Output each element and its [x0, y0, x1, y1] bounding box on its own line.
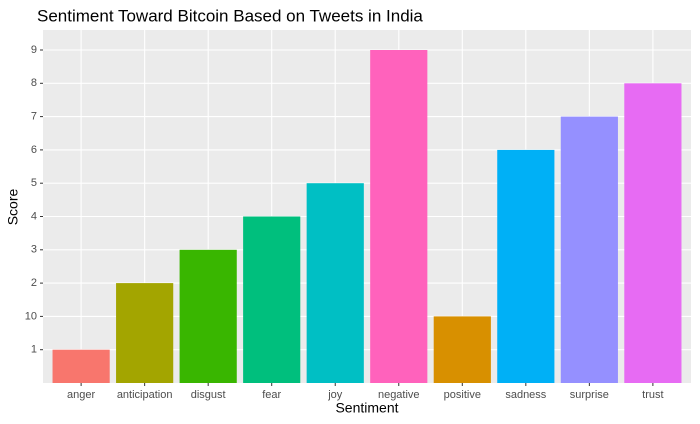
x-tick-label: disgust [191, 389, 226, 401]
bar [433, 316, 491, 383]
bar [306, 183, 364, 383]
x-tick-label: positive [444, 389, 481, 401]
y-tick-label: 7 [31, 111, 37, 123]
y-axis-title: Score [5, 189, 21, 226]
x-tick-label: surprise [570, 389, 609, 401]
bar [116, 283, 174, 383]
y-tick-label: 2 [31, 277, 37, 289]
bar [497, 149, 555, 383]
x-tick-label: sadness [505, 389, 546, 401]
bar [52, 349, 110, 383]
x-axis-title: Sentiment [335, 400, 398, 416]
y-tick-label: 6 [31, 144, 37, 156]
x-tick-label: fear [262, 389, 281, 401]
x-tick-label: anticipation [117, 389, 173, 401]
bar [624, 83, 682, 384]
y-tick-label: 8 [31, 77, 37, 89]
chart-title: Sentiment Toward Bitcoin Based on Tweets… [37, 6, 423, 25]
x-tick-label: negative [378, 389, 420, 401]
y-tick-label: 5 [31, 177, 37, 189]
bar [370, 50, 428, 383]
x-tick-label: anger [67, 389, 95, 401]
y-tick-label: 9 [31, 44, 37, 56]
x-tick-label: joy [327, 389, 343, 401]
y-tick-label: 4 [31, 210, 37, 222]
y-tick-label: 3 [31, 244, 37, 256]
y-tick-label: 10 [25, 310, 37, 322]
bar [179, 249, 237, 383]
y-tick-label: 1 [31, 344, 37, 356]
bar [243, 216, 301, 383]
bar [560, 116, 618, 383]
x-tick-label: trust [642, 389, 663, 401]
